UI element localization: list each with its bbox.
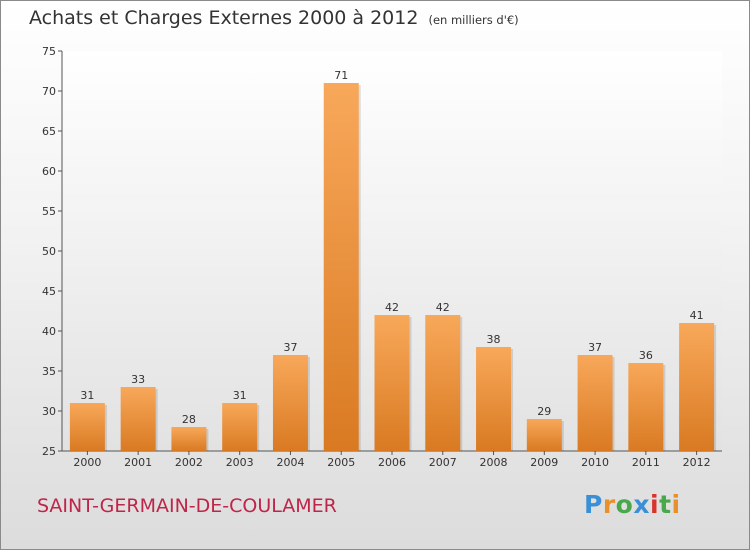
value-label-2004: 37 bbox=[283, 341, 297, 354]
value-label-2003: 31 bbox=[233, 389, 247, 402]
value-label-2002: 28 bbox=[182, 413, 196, 426]
x-tick-label-2002: 2002 bbox=[175, 456, 203, 469]
y-tick-label: 25 bbox=[42, 445, 56, 458]
logo-letter: P bbox=[584, 490, 603, 519]
logo-letter: r bbox=[602, 490, 616, 519]
bar-2012 bbox=[679, 323, 715, 451]
bars-layer bbox=[69, 83, 717, 451]
labels-layer: 31 2000 33 2001 28 2002 31 2003 37 2004 71 2005 42 20… bbox=[73, 69, 710, 469]
value-label-2010: 37 bbox=[588, 341, 602, 354]
y-tick-label: 75 bbox=[42, 45, 56, 58]
bar-2004 bbox=[272, 355, 308, 451]
x-tick-label-2001: 2001 bbox=[124, 456, 152, 469]
commune-name: SAINT-GERMAIN-DE-COULAMER bbox=[37, 495, 337, 517]
x-tick-label-2008: 2008 bbox=[480, 456, 508, 469]
logo-letter: i bbox=[671, 490, 681, 519]
value-label-2011: 36 bbox=[639, 349, 653, 362]
value-label-2012: 41 bbox=[690, 309, 704, 322]
y-tick-label: 60 bbox=[42, 165, 56, 178]
chart-title: Achats et Charges Externes 2000 à 2012 (e… bbox=[29, 7, 519, 29]
x-tick-label-2009: 2009 bbox=[530, 456, 558, 469]
value-label-2009: 29 bbox=[537, 405, 551, 418]
logo-letter: i bbox=[650, 490, 660, 519]
y-tick-label: 55 bbox=[42, 205, 56, 218]
x-tick-label-2004: 2004 bbox=[276, 456, 304, 469]
bar-2010 bbox=[577, 355, 613, 451]
y-tick-label: 50 bbox=[42, 245, 56, 258]
x-tick-label-2000: 2000 bbox=[73, 456, 101, 469]
bar-2011 bbox=[628, 363, 664, 451]
bar-2000 bbox=[69, 403, 105, 451]
bar-2008 bbox=[476, 347, 512, 451]
chart-title-unit: (en milliers d'€) bbox=[428, 13, 519, 27]
bar-2009 bbox=[526, 419, 562, 451]
proxiti-logo: Proxiti bbox=[584, 490, 681, 519]
value-label-2000: 31 bbox=[80, 389, 94, 402]
x-tick-label-2007: 2007 bbox=[429, 456, 457, 469]
x-tick-label-2005: 2005 bbox=[327, 456, 355, 469]
logo-letter: x bbox=[633, 490, 650, 519]
y-tick-label: 30 bbox=[42, 405, 56, 418]
value-label-2007: 42 bbox=[436, 301, 450, 314]
y-tick-label: 45 bbox=[42, 285, 56, 298]
value-label-2008: 38 bbox=[487, 333, 501, 346]
chart-title-main: Achats et Charges Externes 2000 à 2012 bbox=[29, 7, 419, 29]
bar-2006 bbox=[374, 315, 410, 451]
logo-letter: o bbox=[615, 490, 634, 519]
y-tick-label: 35 bbox=[42, 365, 56, 378]
value-label-2006: 42 bbox=[385, 301, 399, 314]
bar-2005 bbox=[323, 83, 359, 451]
x-tick-label-2012: 2012 bbox=[683, 456, 711, 469]
value-label-2005: 71 bbox=[334, 69, 348, 82]
y-tick-label: 40 bbox=[42, 325, 56, 338]
bar-2002 bbox=[171, 427, 207, 451]
x-tick-label-2003: 2003 bbox=[226, 456, 254, 469]
x-tick-label-2010: 2010 bbox=[581, 456, 609, 469]
y-tick-label: 65 bbox=[42, 125, 56, 138]
logo-letter: t bbox=[659, 490, 672, 519]
bar-2001 bbox=[120, 387, 156, 451]
bar-2003 bbox=[222, 403, 258, 451]
x-tick-label-2011: 2011 bbox=[632, 456, 660, 469]
y-tick-label: 70 bbox=[42, 85, 56, 98]
value-label-2001: 33 bbox=[131, 373, 145, 386]
bar-2007 bbox=[425, 315, 461, 451]
x-tick-label-2006: 2006 bbox=[378, 456, 406, 469]
